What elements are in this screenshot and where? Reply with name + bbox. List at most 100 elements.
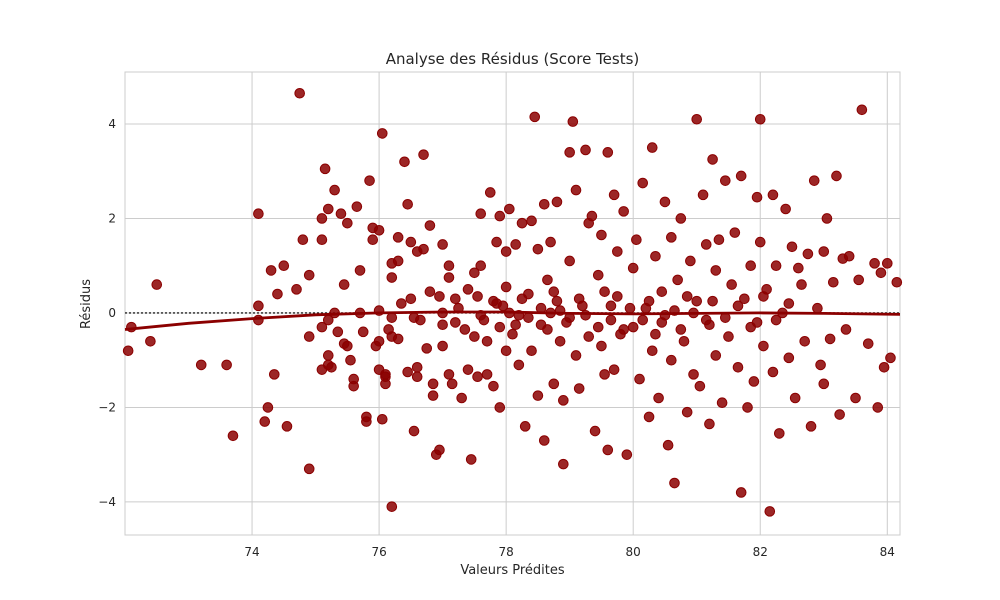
data-point [627,262,639,274]
data-point [322,203,334,215]
data-point [602,444,614,456]
data-point [456,392,467,404]
data-point [415,314,426,326]
y-axis-label: Résidus [79,279,94,329]
data-point [573,383,585,394]
data-point [405,293,417,305]
data-point [392,232,404,243]
data-point [510,319,521,331]
data-point [716,397,728,409]
data-point [656,317,668,328]
data-point [805,421,817,432]
data-point [605,314,617,326]
data-point [294,87,305,99]
data-point [469,267,480,279]
data-point [564,255,575,267]
data-point [316,234,328,246]
data-point [739,293,750,305]
data-point [818,246,830,257]
data-point [586,210,598,222]
data-point [672,274,683,286]
data-point [618,206,629,217]
data-point [221,359,232,371]
data-point [685,255,696,267]
data-point [843,250,855,262]
data-point [675,213,687,224]
data-point [856,104,868,116]
trend-line [124,310,901,331]
data-point [532,390,544,401]
data-point [281,421,293,432]
data-point [538,435,550,446]
data-point [297,234,309,246]
data-point [427,390,439,401]
data-point [122,345,134,357]
data-point [793,262,804,274]
data-point [599,369,610,380]
data-point [605,300,617,312]
data-point [481,335,493,347]
data-point [885,352,896,364]
data-point [650,328,661,340]
data-point [592,321,604,333]
x-tick-label: 78 [499,545,514,559]
data-point [764,506,776,517]
data-point [881,258,893,269]
data-point [443,272,455,283]
data-point [434,444,445,456]
data-point [631,234,642,246]
data-point [637,177,649,189]
data-point [732,361,744,373]
data-point [580,144,591,156]
data-point [253,208,264,220]
data-point [345,354,356,366]
data-point [342,340,353,352]
data-point [364,175,375,186]
data-point [608,364,620,375]
y-tick-label: −4 [98,495,116,509]
data-point [573,293,585,305]
data-point [681,291,693,302]
data-point [402,366,413,378]
data-point [713,234,725,246]
data-point [612,291,623,302]
data-point [523,312,534,323]
data-point [853,274,865,286]
data-point [834,409,845,420]
data-point [694,380,706,392]
data-point [643,295,655,307]
data-point [408,425,420,437]
data-point [386,312,398,323]
data-point [291,284,302,295]
chart-title: Analyse des Résidus (Score Tests) [386,50,640,68]
data-point [700,239,712,250]
data-point [316,321,328,333]
data-point [700,314,712,326]
data-point [570,184,582,196]
data-point [437,319,448,331]
data-point [411,361,423,373]
data-point [446,378,458,390]
data-point [802,248,814,260]
data-point [529,111,541,123]
data-point [808,175,820,186]
data-point [796,279,807,290]
data-point [878,361,890,373]
data-point [195,359,207,371]
data-point [691,295,703,307]
data-point [589,425,601,437]
data-point [421,343,433,354]
data-point [488,380,499,392]
data-point [602,147,614,158]
data-point [348,380,359,392]
data-point [821,213,833,224]
data-point [484,187,496,198]
data-point [443,369,455,380]
data-point [268,369,280,380]
data-point [338,279,350,290]
data-point [478,314,490,326]
data-point [786,241,798,253]
data-point [303,331,315,342]
data-point [548,286,560,297]
data-point [380,369,391,380]
